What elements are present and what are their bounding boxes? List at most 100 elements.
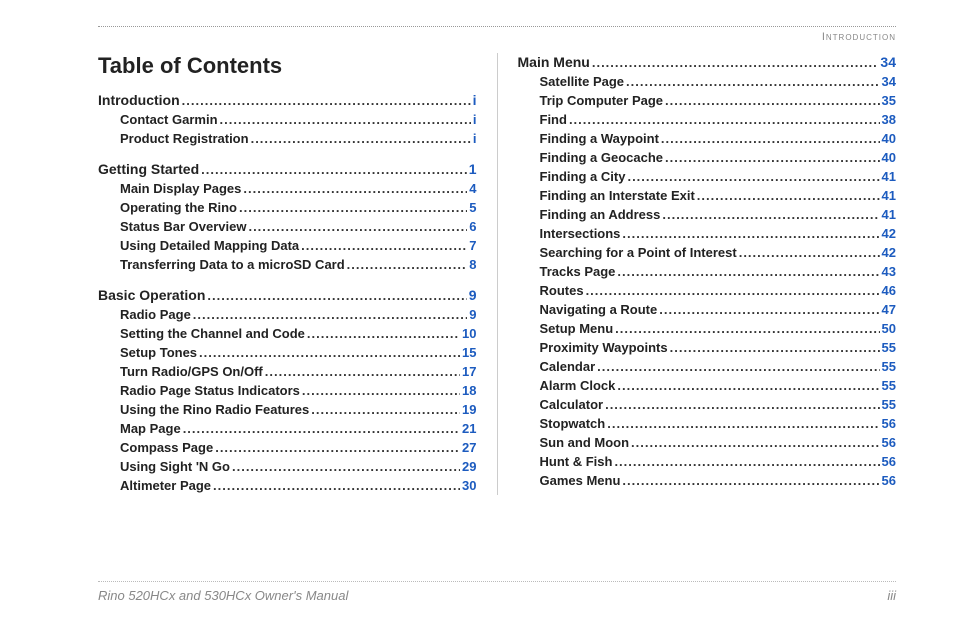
toc-entry-label: Getting Started bbox=[98, 160, 199, 179]
toc-leader-dots bbox=[248, 217, 467, 236]
toc-entry[interactable]: Main Menu34 bbox=[518, 53, 897, 72]
toc-entry-page[interactable]: 10 bbox=[462, 324, 476, 343]
toc-entry[interactable]: Setup Menu50 bbox=[518, 319, 897, 338]
toc-entry-page[interactable]: 55 bbox=[882, 376, 896, 395]
toc-entry-page[interactable]: i bbox=[473, 91, 477, 110]
toc-entry-page[interactable]: 47 bbox=[882, 300, 896, 319]
toc-entry[interactable]: Basic Operation9 bbox=[98, 286, 477, 305]
toc-entry[interactable]: Calendar 55 bbox=[518, 357, 897, 376]
toc-entry[interactable]: Searching for a Point of Interest42 bbox=[518, 243, 897, 262]
toc-entry-page[interactable]: 43 bbox=[882, 262, 896, 281]
toc-entry-page[interactable]: 38 bbox=[882, 110, 896, 129]
toc-entry[interactable]: Radio Page Status Indicators18 bbox=[98, 381, 477, 400]
toc-entry[interactable]: Contact Garmin i bbox=[98, 110, 477, 129]
toc-entry[interactable]: Finding an Address41 bbox=[518, 205, 897, 224]
toc-entry-page[interactable]: 5 bbox=[469, 198, 476, 217]
toc-entry-page[interactable]: 55 bbox=[882, 357, 896, 376]
toc-entry-page[interactable]: 41 bbox=[882, 186, 896, 205]
toc-entry[interactable]: Finding a Geocache40 bbox=[518, 148, 897, 167]
toc-entry-page[interactable]: 40 bbox=[882, 148, 896, 167]
toc-entry[interactable]: Getting Started 1 bbox=[98, 160, 477, 179]
toc-entry[interactable]: Finding a City41 bbox=[518, 167, 897, 186]
toc-entry-page[interactable]: 19 bbox=[462, 400, 476, 419]
toc-entry-page[interactable]: 56 bbox=[882, 414, 896, 433]
toc-leader-dots bbox=[251, 129, 471, 148]
toc-entry-page[interactable]: 15 bbox=[462, 343, 476, 362]
toc-entry-page[interactable]: 9 bbox=[469, 286, 477, 305]
toc-entry[interactable]: Hunt & Fish56 bbox=[518, 452, 897, 471]
toc-entry[interactable]: Alarm Clock55 bbox=[518, 376, 897, 395]
toc-entry-page[interactable]: 40 bbox=[882, 129, 896, 148]
toc-entry-label: Contact Garmin bbox=[120, 110, 218, 129]
toc-entry-page[interactable]: 9 bbox=[469, 305, 476, 324]
toc-entry[interactable]: Using Detailed Mapping Data7 bbox=[98, 236, 477, 255]
toc-entry-page[interactable]: 42 bbox=[882, 243, 896, 262]
toc-entry[interactable]: Status Bar Overview6 bbox=[98, 217, 477, 236]
toc-leader-dots bbox=[311, 400, 460, 419]
toc-entry[interactable]: Proximity Waypoints55 bbox=[518, 338, 897, 357]
toc-leader-dots bbox=[243, 179, 467, 198]
toc-entry-page[interactable]: 41 bbox=[882, 167, 896, 186]
toc-entry[interactable]: Transferring Data to a microSD Card8 bbox=[98, 255, 477, 274]
toc-entry-page[interactable]: 56 bbox=[882, 452, 896, 471]
toc-entry[interactable]: Using the Rino Radio Features19 bbox=[98, 400, 477, 419]
toc-entry[interactable]: Trip Computer Page35 bbox=[518, 91, 897, 110]
toc-entry-page[interactable]: 55 bbox=[882, 395, 896, 414]
toc-entry-page[interactable]: 30 bbox=[462, 476, 476, 495]
toc-entry-page[interactable]: 55 bbox=[882, 338, 896, 357]
toc-entry[interactable]: Operating the Rino5 bbox=[98, 198, 477, 217]
toc-leader-dots bbox=[597, 357, 879, 376]
toc-entry[interactable]: Satellite Page34 bbox=[518, 72, 897, 91]
toc-entry[interactable]: Find38 bbox=[518, 110, 897, 129]
toc-entry-page[interactable]: 29 bbox=[462, 457, 476, 476]
toc-entry[interactable]: Finding an Interstate Exit41 bbox=[518, 186, 897, 205]
toc-entry-page[interactable]: 56 bbox=[882, 471, 896, 490]
toc-entry[interactable]: Navigating a Route47 bbox=[518, 300, 897, 319]
toc-entry-page[interactable]: 8 bbox=[469, 255, 476, 274]
toc-entry-page[interactable]: i bbox=[473, 110, 477, 129]
toc-entry-page[interactable]: 1 bbox=[469, 160, 477, 179]
toc-entry-page[interactable]: 21 bbox=[462, 419, 476, 438]
toc-entry-label: Calendar bbox=[540, 357, 596, 376]
toc-entry-page[interactable]: 27 bbox=[462, 438, 476, 457]
toc-leader-dots bbox=[586, 281, 880, 300]
toc-entry[interactable]: Finding a Waypoint40 bbox=[518, 129, 897, 148]
toc-entry-page[interactable]: 17 bbox=[462, 362, 476, 381]
toc-entry[interactable]: Using Sight 'N Go29 bbox=[98, 457, 477, 476]
toc-entry-page[interactable]: 4 bbox=[469, 179, 476, 198]
toc-entry-page[interactable]: 6 bbox=[469, 217, 476, 236]
toc-entry[interactable]: Setup Tones15 bbox=[98, 343, 477, 362]
toc-leader-dots bbox=[617, 262, 879, 281]
toc-leader-dots bbox=[239, 198, 467, 217]
toc-entry-page[interactable]: 34 bbox=[882, 72, 896, 91]
toc-entry[interactable]: Calculator55 bbox=[518, 395, 897, 414]
toc-entry[interactable]: Turn Radio/GPS On/Off17 bbox=[98, 362, 477, 381]
toc-entry-page[interactable]: 56 bbox=[882, 433, 896, 452]
toc-entry[interactable]: Introductioni bbox=[98, 91, 477, 110]
toc-entry[interactable]: Product Registrationi bbox=[98, 129, 477, 148]
toc-entry-page[interactable]: 7 bbox=[469, 236, 476, 255]
toc-entry[interactable]: Radio Page9 bbox=[98, 305, 477, 324]
toc-entry-page[interactable]: 46 bbox=[882, 281, 896, 300]
toc-entry[interactable]: Sun and Moon56 bbox=[518, 433, 897, 452]
toc-leader-dots bbox=[659, 300, 879, 319]
toc-entry-page[interactable]: 42 bbox=[882, 224, 896, 243]
toc-entry[interactable]: Map Page21 bbox=[98, 419, 477, 438]
toc-entry[interactable]: Routes46 bbox=[518, 281, 897, 300]
toc-leader-dots bbox=[614, 452, 879, 471]
toc-entry[interactable]: Games Menu56 bbox=[518, 471, 897, 490]
toc-entry[interactable]: Main Display Pages4 bbox=[98, 179, 477, 198]
toc-entry[interactable]: Setting the Channel and Code10 bbox=[98, 324, 477, 343]
toc-entry-page[interactable]: 18 bbox=[462, 381, 476, 400]
toc-entry[interactable]: Altimeter Page30 bbox=[98, 476, 477, 495]
toc-entry[interactable]: Tracks Page43 bbox=[518, 262, 897, 281]
toc-entry[interactable]: Compass Page27 bbox=[98, 438, 477, 457]
toc-entry[interactable]: Intersections42 bbox=[518, 224, 897, 243]
toc-entry-page[interactable]: 50 bbox=[882, 319, 896, 338]
toc-entry[interactable]: Stopwatch56 bbox=[518, 414, 897, 433]
toc-entry-page[interactable]: 35 bbox=[882, 91, 896, 110]
toc-entry-page[interactable]: i bbox=[473, 129, 477, 148]
toc-leader-dots bbox=[215, 438, 460, 457]
toc-entry-page[interactable]: 34 bbox=[880, 53, 896, 72]
toc-entry-page[interactable]: 41 bbox=[882, 205, 896, 224]
